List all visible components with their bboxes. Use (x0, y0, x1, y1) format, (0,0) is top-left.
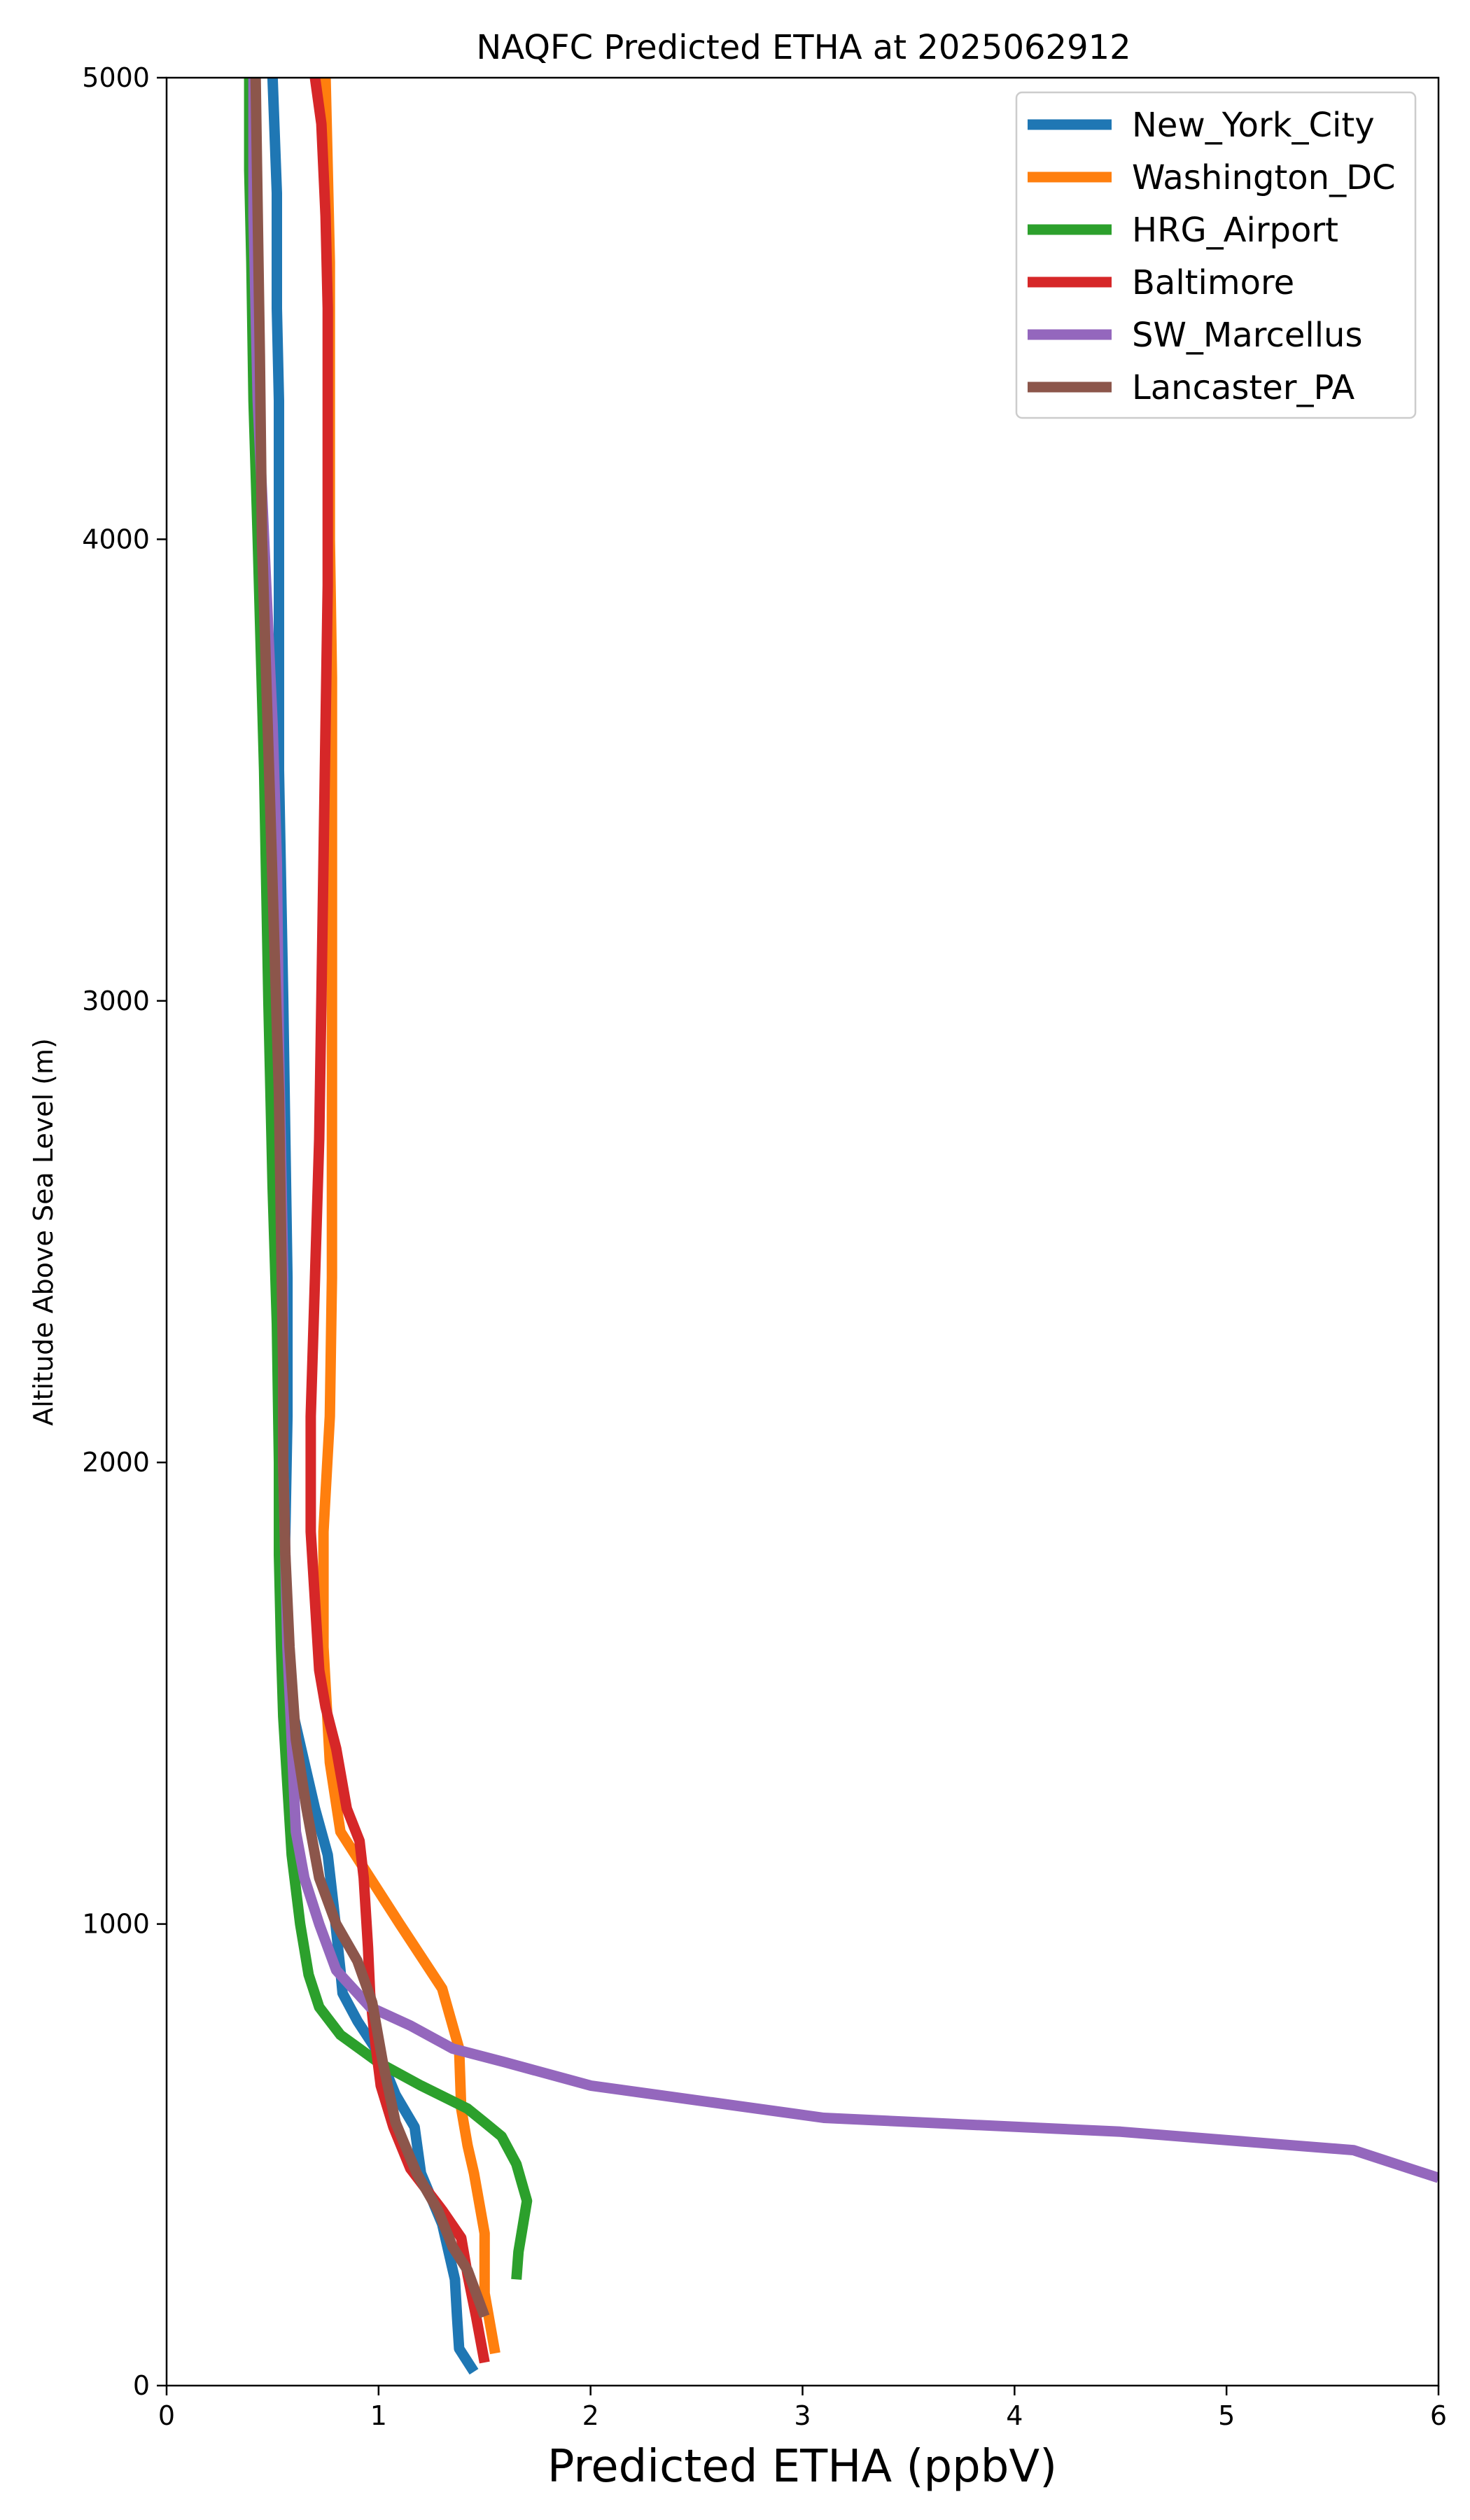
x-tick-label: 6 (1430, 2400, 1447, 2431)
legend-label-sw-marcellus: SW_Marcellus (1132, 316, 1362, 355)
y-tick-label: 4000 (82, 524, 150, 554)
x-tick-label: 1 (370, 2400, 387, 2431)
series-line-lancaster-pa (250, 78, 490, 2318)
x-axis: 0 1 2 3 4 5 6 (158, 2386, 1447, 2431)
y-tick-label: 1000 (82, 1909, 150, 1940)
y-tick-label: 3000 (82, 986, 150, 1016)
chart-title: NAQFC Predicted ETHA at 2025062912 (476, 28, 1130, 67)
x-tick-label: 2 (582, 2400, 599, 2431)
plot-frame (165, 76, 1440, 2387)
series-layer (244, 78, 1438, 2375)
legend-label-hrg-airport: HRG_Airport (1132, 211, 1338, 250)
legend-label-baltimore: Baltimore (1132, 263, 1294, 302)
legend-label-new-york-city: New_York_City (1132, 106, 1375, 145)
x-axis-label: Predicted ETHA (ppbV) (547, 2441, 1057, 2493)
x-tick-label: 4 (1006, 2400, 1023, 2431)
x-tick-label: 5 (1218, 2400, 1235, 2431)
legend: New_York_City Washington_DC HRG_Airport Bal… (1015, 91, 1417, 419)
y-axis-label: Altitude Above Sea Level (m) (28, 1038, 59, 1426)
y-tick-label: 5000 (82, 62, 150, 93)
plot-area (165, 76, 1440, 2387)
legend-label-lancaster-pa: Lancaster_PA (1132, 368, 1354, 407)
y-axis: 0 1000 2000 3000 4000 5000 (82, 62, 167, 2401)
x-tick-label: 0 (158, 2400, 175, 2431)
legend-label-washington-dc: Washington_DC (1132, 158, 1396, 197)
y-tick-label: 0 (133, 2370, 150, 2401)
x-tick-label: 3 (794, 2400, 811, 2431)
y-tick-label: 2000 (82, 1447, 150, 1478)
legend-frame (1015, 91, 1417, 419)
